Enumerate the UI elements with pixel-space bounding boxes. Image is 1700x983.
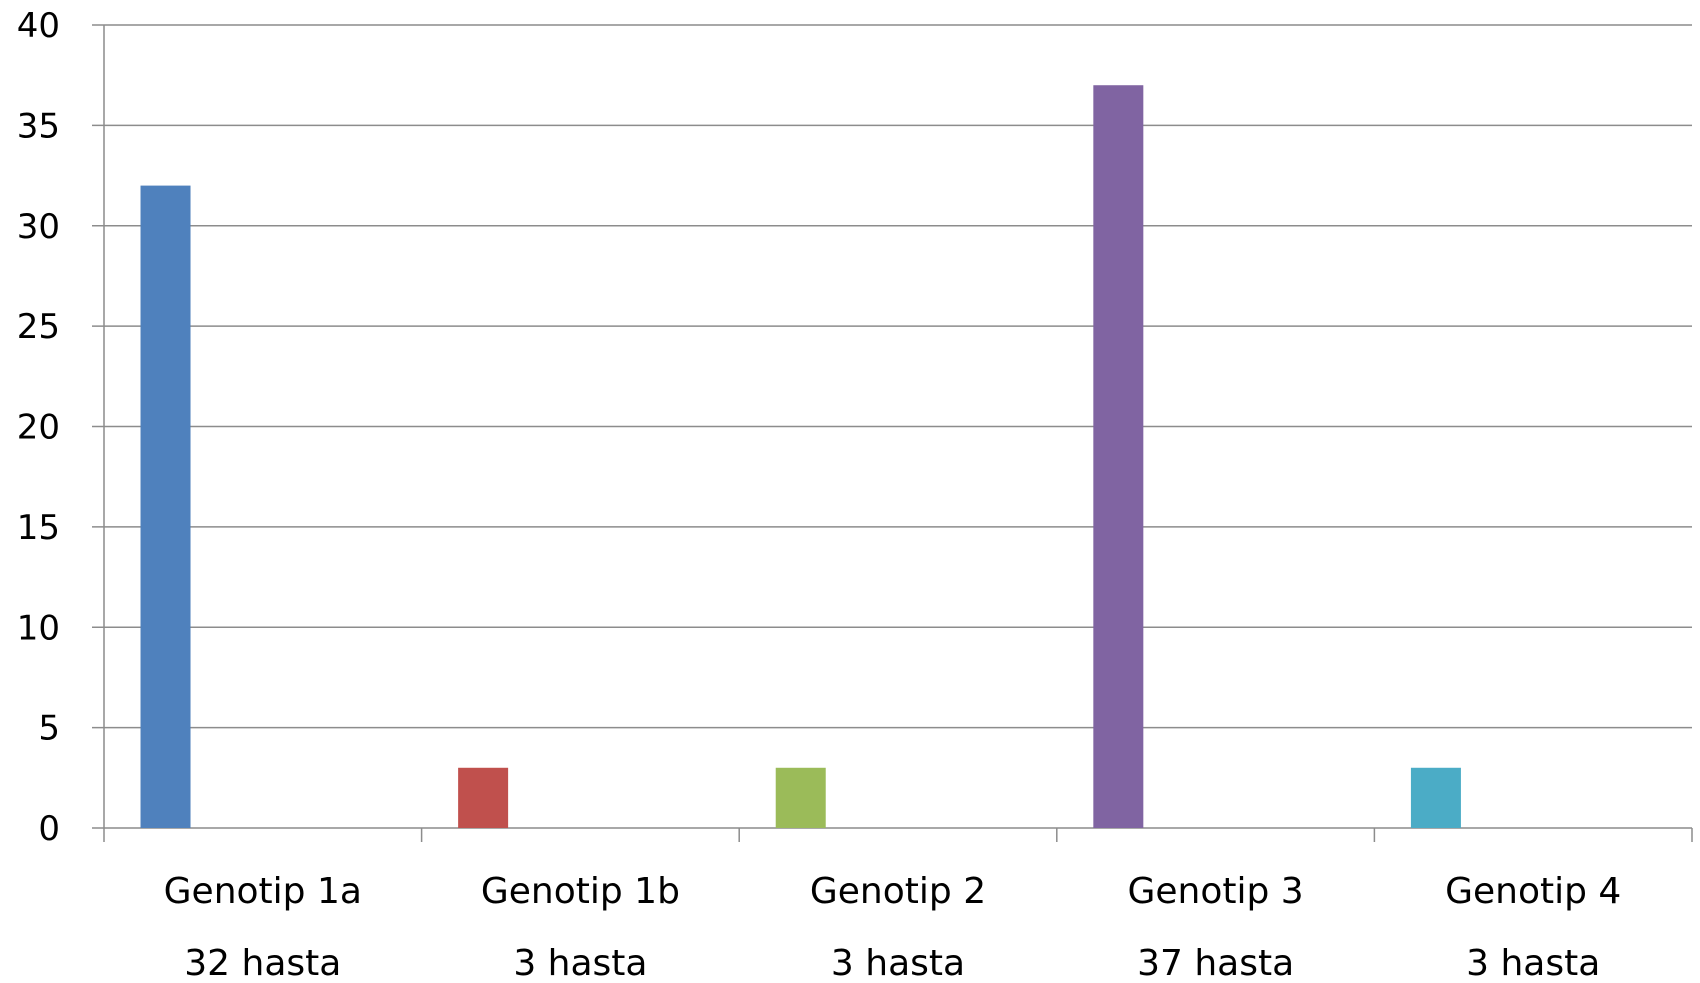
x-axis-labels: Genotip 1a 32 hasta Genotip 1b 3 hasta Genot…	[164, 871, 1622, 983]
y-tick-label: 15	[17, 508, 60, 548]
gridlines	[92, 24, 1692, 829]
x-category-sublabel: 3 hasta	[513, 943, 647, 983]
bar-genotip-3	[1093, 85, 1144, 829]
x-category-label: Genotip 1a	[164, 871, 362, 912]
y-tick-label: 35	[17, 106, 60, 146]
x-category-label: Genotip 4	[1445, 871, 1621, 912]
y-tick-label: 20	[17, 408, 60, 448]
x-category-sublabel: 3 hasta	[831, 943, 965, 983]
y-tick-label: 40	[17, 6, 60, 46]
bar-genotip-1a	[140, 185, 191, 829]
y-axis-tick-labels: 0 5 10 15 20 25 30 35 40	[17, 6, 60, 849]
x-category-sublabel: 3 hasta	[1466, 943, 1600, 983]
x-category-sublabel: 32 hasta	[184, 943, 341, 983]
y-tick-label: 30	[17, 207, 60, 247]
x-category-label: Genotip 3	[1127, 871, 1303, 912]
y-tick-label: 25	[17, 307, 60, 347]
bars	[140, 85, 1461, 829]
x-category-sublabel: 37 hasta	[1137, 943, 1294, 983]
x-category-label: Genotip 1b	[481, 871, 680, 912]
bar-genotip-2	[775, 767, 826, 828]
y-tick-label: 5	[38, 709, 60, 749]
x-category-label: Genotip 2	[810, 871, 986, 912]
y-tick-label: 0	[38, 809, 60, 849]
bar-genotip-1b	[458, 767, 509, 828]
bar-genotip-4	[1410, 767, 1461, 828]
y-tick-label: 10	[17, 608, 60, 648]
